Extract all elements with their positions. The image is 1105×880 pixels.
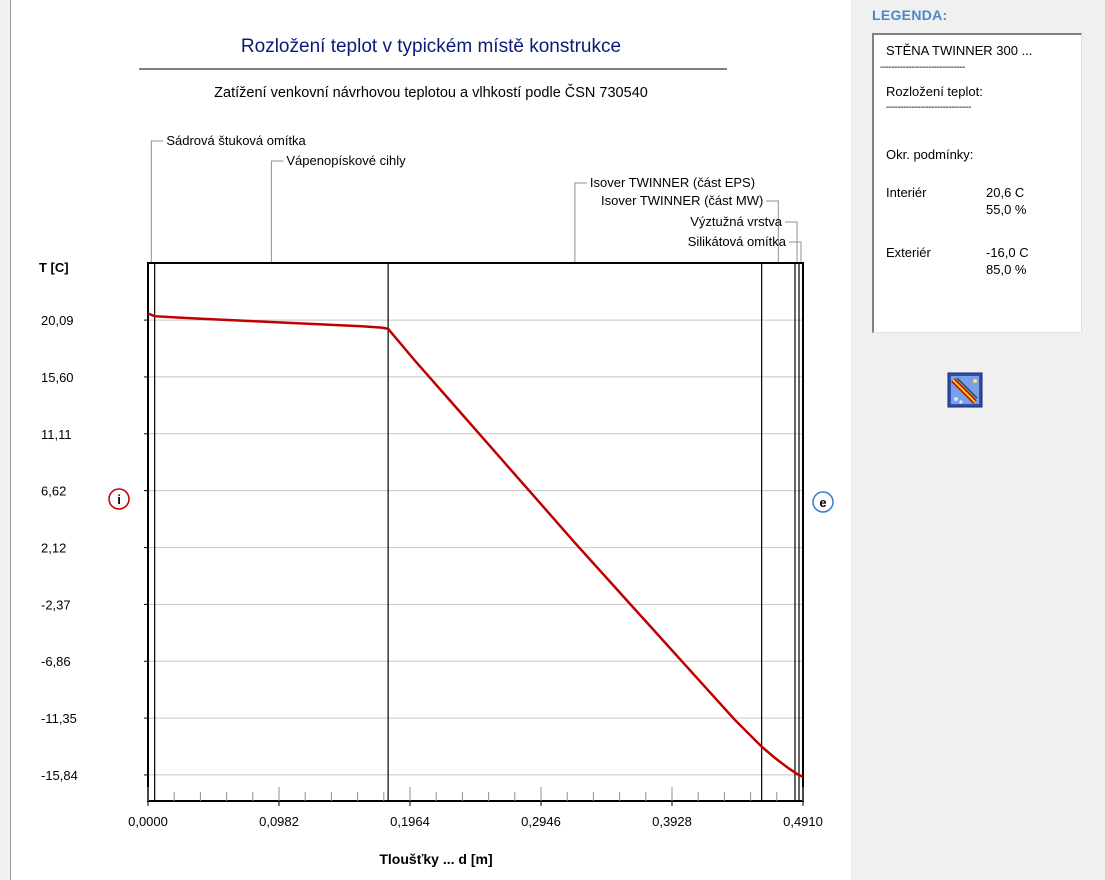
exterior-marker-label: e <box>819 495 826 510</box>
temperature-chart: Rozložení teplot v typickém místě konstr… <box>39 36 834 867</box>
x-axis-ticks: 0,0000 0,0982 0,1964 0,2946 0,3928 0,4910 <box>128 787 823 829</box>
legend-interior-rh: 55,0 % <box>986 202 1027 217</box>
x-tick-label: 0,4910 <box>783 814 823 829</box>
y-tick-label: -15,84 <box>41 768 78 783</box>
legend-distribution: Rozložení teplot: <box>886 84 983 99</box>
x-tick-label: 0,0000 <box>128 814 168 829</box>
layer-leader <box>270 160 284 263</box>
chart-subtitle: Zatížení venkovní návrhovou teplotou a v… <box>214 84 648 101</box>
legend-exterior-temp: -16,0 C <box>986 245 1029 260</box>
layer-leader <box>784 221 798 263</box>
chart-panel: Rozložení teplot v typickém místě konstr… <box>10 0 851 880</box>
y-tick-label: 15,60 <box>41 370 74 385</box>
x-axis-label: Tloušťky ... d [m] <box>379 851 492 867</box>
y-axis-ticks: 20,09 15,60 11,11 6,62 2,12 -2,37 -6,86 -11,35 -… <box>41 313 148 783</box>
layer-label: Vápenopískové cihly <box>286 153 406 168</box>
y-tick-label: 11,11 <box>41 427 72 442</box>
temperature-line <box>147 312 804 779</box>
exterior-marker-icon <box>812 491 834 513</box>
y-tick-label: -6,86 <box>41 654 71 669</box>
y-tick-label: -11,35 <box>41 711 77 726</box>
layer-label: Sádrová štuková omítka <box>166 133 306 148</box>
legend-interior-temp: 20,6 C <box>986 185 1025 200</box>
legend-exterior-label: Exteriér <box>886 245 931 260</box>
layer-boundaries <box>147 263 804 801</box>
y-tick-label: 2,12 <box>41 541 66 556</box>
layer-leader <box>788 241 802 263</box>
interior-marker-icon <box>108 488 130 510</box>
legend-box: STĚNA TWINNER 300 ... ------------------… <box>872 33 1082 333</box>
plot-frame <box>147 262 804 802</box>
legend-conditions: Okr. podmínky: <box>886 147 974 162</box>
layer-leader <box>766 200 779 263</box>
y-tick-label: 20,09 <box>41 313 74 328</box>
legend-separator: ------------------------------ <box>886 102 971 113</box>
material-tool-icon[interactable] <box>947 372 983 413</box>
layer-label: Isover TWINNER (část EPS) <box>590 175 755 190</box>
legend-separator: ------------------------------ <box>880 62 965 73</box>
legend-exterior-rh: 85,0 % <box>986 262 1027 277</box>
x-tick-label: 0,0982 <box>259 814 299 829</box>
layer-label: Výztužná vrstva <box>690 214 783 229</box>
y-tick-label: -2,37 <box>41 597 71 612</box>
legend-construction: STĚNA TWINNER 300 ... <box>886 43 1033 58</box>
legend-title: LEGENDA: <box>872 7 948 23</box>
layer-labels: Sádrová štuková omítka Vápenopískové cihl… <box>150 133 802 263</box>
x-tick-label: 0,2946 <box>521 814 561 829</box>
x-tick-label: 0,3928 <box>652 814 692 829</box>
interior-marker-label: i <box>117 492 121 507</box>
layer-label: Silikátová omítka <box>688 234 787 249</box>
layer-label: Isover TWINNER (část MW) <box>601 193 763 208</box>
layer-leader <box>150 140 164 263</box>
layer-leader <box>574 182 587 263</box>
chart-title: Rozložení teplot v typickém místě konstr… <box>241 36 621 57</box>
y-tick-label: 6,62 <box>41 484 66 499</box>
x-tick-label: 0,1964 <box>390 814 430 829</box>
y-axis-label: T [C] <box>39 260 69 275</box>
grid-lines <box>148 319 803 776</box>
legend-interior-label: Interiér <box>886 185 927 200</box>
